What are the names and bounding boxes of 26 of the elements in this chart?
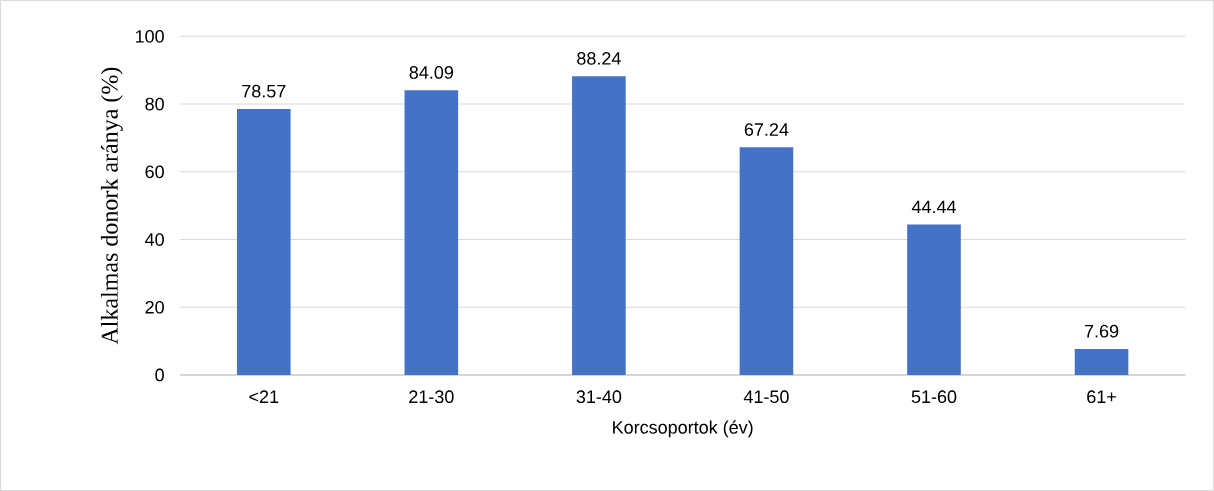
y-axis-title: Alkalmas donork aránya (%): [100, 67, 123, 345]
x-tick-label: <21: [249, 390, 279, 403]
bar: [907, 224, 961, 375]
x-tick-label: 31-40: [576, 390, 622, 404]
data-label: 7.69: [1084, 324, 1119, 338]
y-tick-label: 40: [145, 233, 164, 246]
data-label: 44.44: [911, 200, 956, 214]
y-tick-label: 100: [135, 29, 164, 43]
data-label: 67.24: [744, 123, 789, 136]
y-tick-label: 20: [145, 300, 164, 314]
y-tick-label: 80: [145, 97, 164, 111]
data-label: 78.57: [242, 84, 286, 98]
x-axis-title: Korcsoportok (év): [613, 420, 753, 438]
x-tick-label: 41-50: [743, 390, 789, 404]
bar: [572, 76, 626, 375]
bar: [739, 147, 794, 375]
x-tick-label: 61+: [1087, 390, 1116, 404]
bar: [404, 90, 459, 375]
y-tick-label: 60: [145, 165, 164, 179]
y-tick-label: 0: [155, 368, 164, 382]
x-tick-label: 21-30: [409, 390, 454, 404]
bar: [236, 108, 291, 375]
data-label: 84.09: [409, 66, 453, 79]
data-label: 88.24: [577, 52, 621, 65]
x-tick-label: 51-60: [911, 390, 957, 404]
bar: [1074, 348, 1129, 375]
